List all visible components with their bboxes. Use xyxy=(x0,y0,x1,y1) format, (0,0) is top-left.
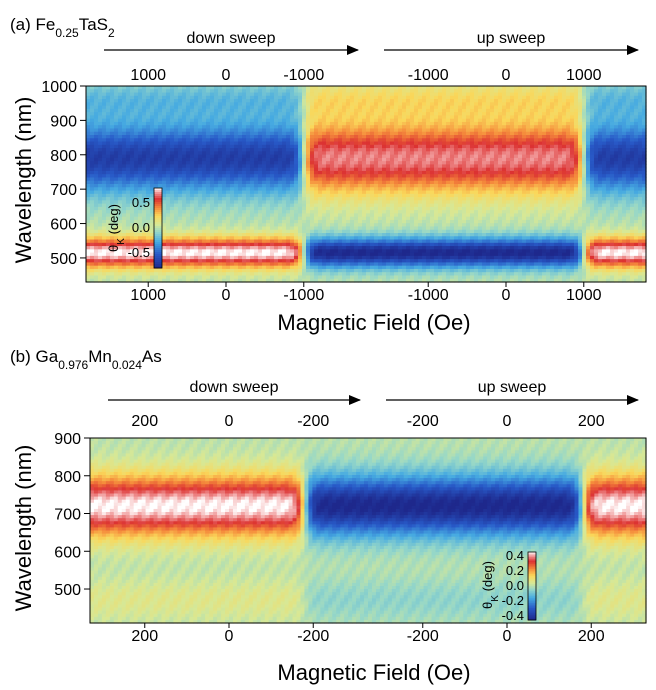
panel-a-heatmap xyxy=(86,86,647,283)
panel-a-title: (a) Fe0.25TaS2 xyxy=(10,15,115,40)
